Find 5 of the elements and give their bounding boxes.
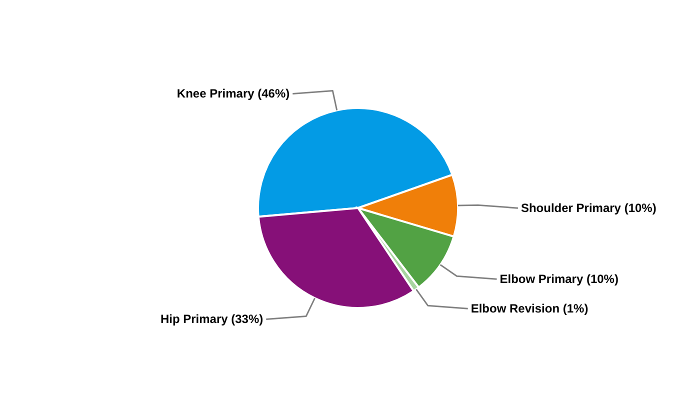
- slice-label: Hip Primary (33%): [160, 312, 264, 326]
- slice-label: Shoulder Primary (10%): [520, 201, 656, 216]
- slice-label: Elbow Revision (1%): [470, 302, 588, 316]
- slice-label: Knee Primary (46%): [176, 86, 290, 101]
- slice-label: Elbow Primary (10%): [500, 272, 618, 286]
